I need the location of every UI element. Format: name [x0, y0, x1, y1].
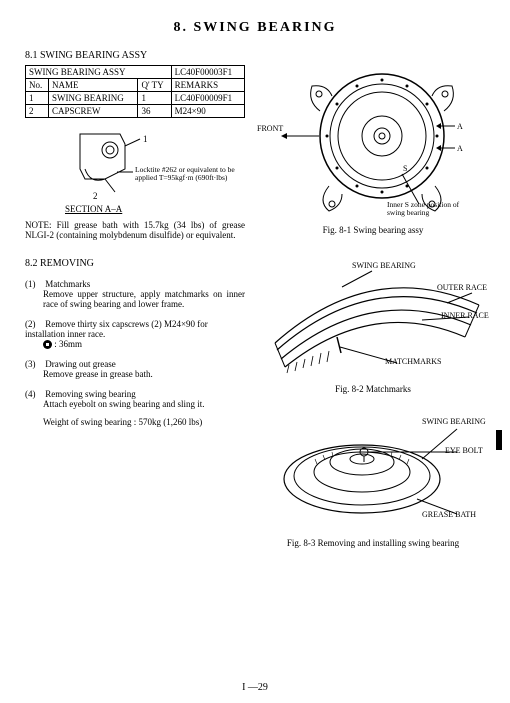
front-label: FRONT [257, 124, 283, 133]
section-a-a-label: SECTION A–A [65, 204, 245, 214]
step-title: Drawing out grease [45, 359, 115, 369]
label-swing-bearing: SWING BEARING [352, 261, 416, 270]
cell-no: 2 [26, 105, 49, 118]
fig-8-1-caption: Fig. 8-1 Swing bearing assy [257, 225, 489, 235]
th-qty: Q' TY [138, 79, 171, 92]
figure-8-2: SWING BEARING OUTER RACE INNER RACE MATC… [257, 265, 489, 380]
assy-label: SWING BEARING ASSY [26, 66, 172, 79]
label-outer-race: OUTER RACE [437, 283, 487, 292]
diag-label-2: 2 [93, 191, 98, 201]
grease-note: NOTE: Fill grease bath with 15.7kg (34 l… [25, 220, 245, 240]
step-desc: Remove upper structure, apply matchmarks… [43, 289, 245, 309]
step-num: (1) [25, 279, 43, 289]
label-grease-bath: GREASE BATH [422, 510, 476, 519]
th-name: NAME [49, 79, 138, 92]
socket-icon [43, 340, 52, 349]
fig-8-2-caption: Fig. 8-2 Matchmarks [257, 384, 489, 394]
th-remarks: REMARKS [171, 79, 244, 92]
svg-text:A: A [457, 144, 463, 153]
diag-label-1: 1 [143, 134, 148, 144]
step-title: Matchmarks [45, 279, 90, 289]
removing-steps: (1) Matchmarks Remove upper structure, a… [25, 279, 245, 427]
cell-remarks: LC40F00009F1 [171, 92, 244, 105]
cell-qty: 36 [138, 105, 171, 118]
cell-qty: 1 [138, 92, 171, 105]
weight-note: Weight of swing bearing : 570kg (1,260 l… [43, 417, 245, 427]
label-inner-race: INNER RACE [441, 311, 489, 320]
s-zone-label: Inner S zone position of swing bearing [387, 201, 459, 218]
step-num: (2) [25, 319, 43, 329]
svg-text:S: S [403, 164, 407, 173]
socket-size: : 36mm [54, 339, 82, 349]
figure-8-1: A A S FRONT Inner S zone position of swi… [257, 56, 489, 221]
label-swing-bearing: SWING BEARING [422, 417, 486, 426]
fig-8-3-caption: Fig. 8-3 Removing and installing swing b… [257, 538, 489, 548]
figure-8-3: SWING BEARING EYE BOLT GREASE BATH [257, 404, 489, 534]
label-matchmarks: MATCHMARKS [385, 357, 441, 366]
step-desc: Attach eyebolt on swing bearing and slin… [43, 399, 245, 409]
cell-no: 1 [26, 92, 49, 105]
section-tab [496, 430, 502, 450]
step-desc: Remove grease in grease bath. [43, 369, 245, 379]
label-eye-bolt: EYE BOLT [445, 446, 483, 455]
section-8-1-heading: 8.1 SWING BEARING ASSY [25, 50, 245, 61]
section-diagram: 1 2 Locktite #262 or equivalent to be ap… [25, 124, 245, 204]
cell-name: CAPSCREW [49, 105, 138, 118]
loctite-note: Locktite #262 or equivalent to be applie… [135, 166, 245, 183]
svg-text:A: A [457, 122, 463, 131]
page-title: 8. SWING BEARING [25, 20, 485, 36]
page-number: I —29 [0, 682, 510, 693]
step-num: (3) [25, 359, 43, 369]
cell-name: SWING BEARING [49, 92, 138, 105]
step-title: Removing swing bearing [45, 389, 136, 399]
cell-remarks: M24×90 [171, 105, 244, 118]
section-8-2-heading: 8.2 REMOVING [25, 258, 245, 269]
th-no: No. [26, 79, 49, 92]
parts-table: SWING BEARING ASSY LC40F00003F1 No. NAME… [25, 65, 245, 118]
assy-code: LC40F00003F1 [171, 66, 244, 79]
step-num: (4) [25, 389, 43, 399]
step-desc: Remove thirty six capscrews (2) M24×90 f… [25, 319, 208, 339]
